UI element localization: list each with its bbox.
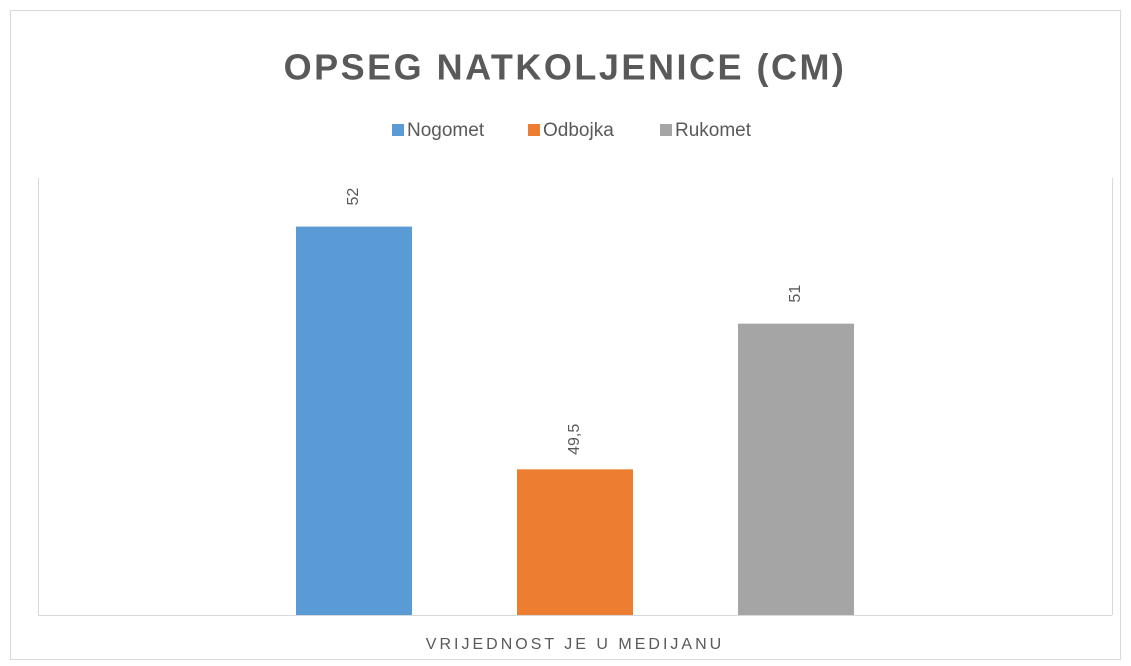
bar bbox=[517, 469, 633, 615]
legend-swatch bbox=[660, 124, 672, 136]
legend-swatch bbox=[528, 124, 540, 136]
data-label: 52 bbox=[345, 188, 362, 206]
x-tick-label: VRIJEDNOST JE U MEDIJANU bbox=[426, 636, 724, 653]
legend-label: Rukomet bbox=[675, 120, 752, 141]
data-label: 51 bbox=[787, 285, 804, 303]
bar bbox=[738, 323, 854, 615]
chart-title: OPSEG NATKOLJENICE (CM) bbox=[284, 47, 847, 88]
data-label: 49,5 bbox=[566, 424, 583, 455]
legend-label: Nogomet bbox=[407, 120, 485, 141]
legend-swatch bbox=[392, 124, 404, 136]
bar bbox=[296, 226, 412, 616]
legend-label: Odbojka bbox=[543, 120, 614, 141]
